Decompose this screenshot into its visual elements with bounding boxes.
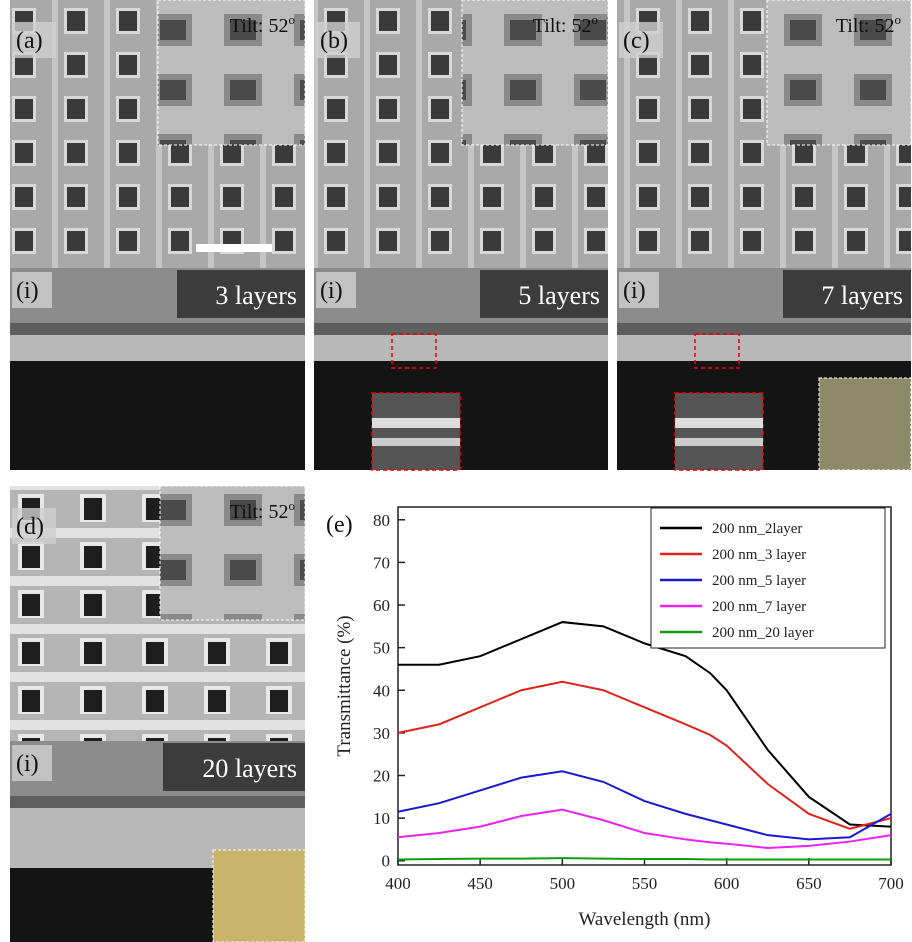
tilt-superscript: o [895,12,902,27]
series-line [398,682,891,829]
legend-label: 200 nm_20 layer [712,625,814,641]
tilt-label: Tilt: 52o [836,12,901,37]
tilt-text: Tilt: 52 [230,15,289,37]
figure: (a)Tilt: 52o(i)3 layers(b)Tilt: 52o(i)5 … [0,0,912,942]
y-tick-label: 40 [373,681,390,700]
cross-section-layer [314,323,608,335]
layers-label: 7 layers [821,281,903,310]
tilt-label: Tilt: 52o [533,12,598,37]
sample-photo [213,850,305,942]
series-line [398,810,891,848]
zoom-layer [372,438,460,446]
y-tick-label: 0 [382,852,391,871]
zoom-inset [372,393,460,470]
tilt-superscript: o [289,12,296,27]
y-tick-label: 20 [373,767,390,786]
cross-section-substrate [10,361,305,470]
cross-section-structure [314,335,608,361]
series-line [398,622,891,827]
cross-section-layer [10,796,305,808]
legend-label: 200 nm_5 layer [712,573,806,589]
sub-label: (i) [320,278,343,304]
x-tick-label: 500 [550,874,576,893]
sub-label: (i) [623,278,646,304]
x-tick-label: 600 [714,874,740,893]
tilt-text: Tilt: 52 [836,15,895,37]
legend-label: 200 nm_7 layer [712,599,806,615]
panel-label: (e) [326,512,353,538]
x-axis-label: Wavelength (nm) [579,909,711,930]
sample-photo [819,378,911,470]
zoom-layer [675,438,763,446]
y-tick-label: 30 [373,724,390,743]
tilt-label: Tilt: 52o [230,12,295,37]
layers-label: 20 layers [202,754,297,783]
panel-label: (a) [16,28,43,54]
zoom-layer [372,418,460,428]
y-tick-label: 10 [373,809,390,828]
panel-label: (b) [320,28,348,54]
y-tick-label: 60 [373,596,390,615]
tilt-superscript: o [592,12,599,27]
y-tick-label: 80 [373,511,390,530]
x-tick-label: 400 [385,874,411,893]
scale-bar [196,244,272,252]
y-tick-label: 50 [373,639,390,658]
series-line [398,771,891,839]
x-tick-label: 550 [632,874,658,893]
layers-label: 3 layers [215,281,297,310]
tilt-label: Tilt: 52o [230,498,295,523]
x-tick-label: 700 [878,874,904,893]
tilt-superscript: o [289,498,296,513]
zoom-layer [675,418,763,428]
cross-section-layer [10,323,305,335]
sub-label: (i) [16,278,39,304]
y-tick-label: 70 [373,553,390,572]
series-line [398,858,891,859]
tilt-text: Tilt: 52 [533,15,592,37]
cross-section-substrate [314,361,608,470]
sub-label: (i) [16,751,39,777]
panel-label: (c) [623,28,650,54]
tilt-text: Tilt: 52 [230,501,289,523]
y-axis-label: Transmittance (%) [334,615,355,756]
cross-section-structure [10,335,305,361]
zoom-inset [675,393,763,470]
x-tick-label: 650 [796,874,822,893]
legend-label: 200 nm_2layer [712,521,802,537]
legend-label: 200 nm_3 layer [712,547,806,563]
layers-label: 5 layers [518,281,600,310]
cross-section-layer [617,323,911,335]
cross-section-structure [617,335,911,361]
panel-label: (d) [16,514,44,540]
x-tick-label: 450 [467,874,493,893]
